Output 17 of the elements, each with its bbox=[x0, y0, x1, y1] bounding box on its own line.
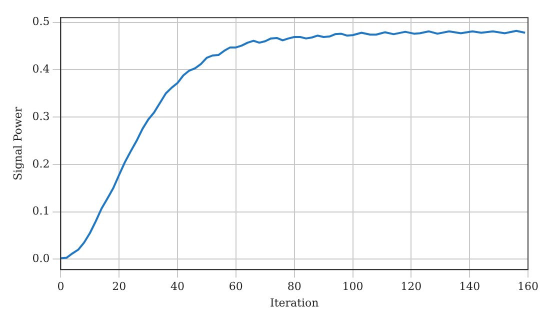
x-tick-label: 0 bbox=[57, 280, 64, 294]
x-tick-label: 60 bbox=[228, 280, 243, 294]
y-tick-label: 0.0 bbox=[32, 252, 50, 266]
x-tick-label: 160 bbox=[518, 280, 538, 294]
x-tick-label: 20 bbox=[112, 280, 126, 294]
y-tick-label: 0.3 bbox=[32, 110, 50, 123]
x-tick-label: 80 bbox=[287, 280, 302, 294]
y-axis-title: Signal Power bbox=[11, 106, 24, 180]
y-tick-label: 0.2 bbox=[32, 157, 50, 170]
y-tick-label: 0.5 bbox=[32, 15, 50, 28]
x-tick-label: 120 bbox=[400, 280, 422, 294]
x-tick-label: 140 bbox=[459, 280, 480, 294]
y-tick-label: 0.4 bbox=[32, 62, 50, 76]
y-tick-label: 0.1 bbox=[32, 204, 50, 218]
x-tick-label: 40 bbox=[170, 280, 185, 294]
x-axis-title: Iteration bbox=[270, 296, 319, 310]
x-tick-label: 100 bbox=[342, 280, 364, 294]
